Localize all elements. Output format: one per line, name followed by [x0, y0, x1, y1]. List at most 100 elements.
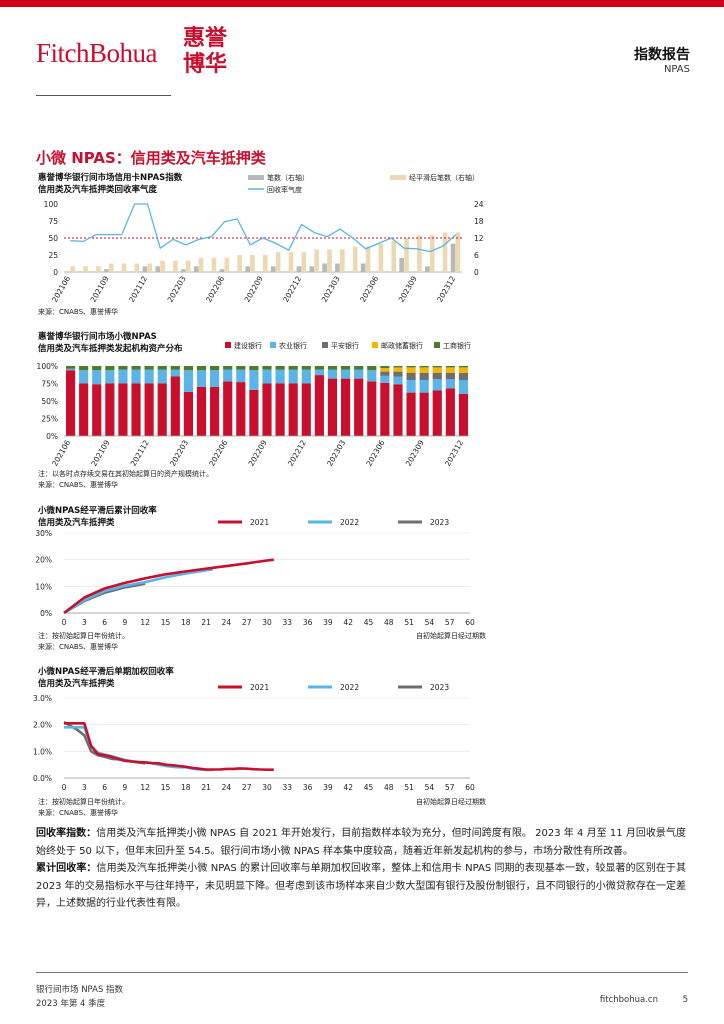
- chart2-bar-segment: [262, 369, 272, 384]
- chart4-x-tick: 24: [222, 783, 232, 792]
- chart4-x-tick: 21: [201, 783, 211, 792]
- chart2-bar-segment: [393, 384, 403, 436]
- chart4-x-tick: 54: [425, 783, 435, 792]
- chart4-y-tick: 0.0%: [33, 774, 52, 783]
- chart3-line-2022: [63, 568, 214, 615]
- chart2-bar-segment: [458, 366, 469, 368]
- chart1-bar-count: [322, 263, 327, 272]
- chart3-y-tick: 0%: [40, 609, 52, 618]
- chart3-title-line2: 信用类及汽车抵押类: [38, 518, 115, 528]
- chart3-x-tick: 42: [343, 618, 353, 627]
- chart2-bar-segment: [65, 368, 76, 371]
- chart4-x-tick: 36: [303, 783, 313, 792]
- chart3-legend-label-0: 2021: [250, 518, 269, 527]
- chart3-x-tick: 0: [62, 618, 67, 627]
- footer-quarter: 2023 年第 4 季度: [36, 999, 106, 1009]
- chart2-bar-segment: [432, 367, 442, 373]
- chart2-x-tick: 202303: [325, 438, 347, 467]
- chart2-title: 惠誉博华银行间市场小微NPAS 信用类及汽车抵押类发起机构资产分布: [38, 331, 183, 355]
- chart2-title-line2: 信用类及汽车抵押类发起机构资产分布: [38, 344, 183, 354]
- chart4-line-2021: [64, 721, 274, 771]
- chart3-x-tick: 54: [425, 618, 435, 627]
- chart4-legend-label-1: 2022: [340, 683, 359, 692]
- chart2-bar-segment: [157, 383, 167, 436]
- chart1-bar-count: [155, 266, 161, 272]
- chart2-bar-segment: [157, 366, 167, 370]
- chart2-bar-segment: [419, 380, 429, 393]
- footer-site-link[interactable]: fitchbohua.cn: [599, 995, 658, 1005]
- chart2-bar-segment: [105, 366, 115, 371]
- chart1-bar-smoothed: [83, 266, 88, 272]
- logo-chinese-line1: 惠誉: [183, 25, 228, 51]
- chart1-x-tick: 202106: [50, 274, 72, 303]
- chart3-x-tick: 18: [181, 618, 191, 627]
- chart3-x-tick: 51: [404, 618, 414, 627]
- chart4-svg: 2021 2022 20230.0%1.0%2.0%3.0%0 3 6 9 12 15 18 21…: [33, 683, 475, 792]
- chart1-x-tick: 202109: [89, 274, 111, 303]
- chart4-x-tick: 12: [140, 783, 150, 792]
- chart2-bar-segment: [196, 366, 207, 371]
- chart2-x-tick: 202206: [207, 438, 229, 467]
- chart2-bar-segment: [262, 383, 272, 436]
- chart2-bar-segment: [340, 369, 351, 379]
- chart2-bar-segment: [79, 366, 89, 371]
- paragraph-recovery-index: 回收率指数：信用类及汽车抵押类小微 NPAS 自 2021 年开始发行，目前指数…: [36, 825, 686, 860]
- chart2-bar-segment: [432, 373, 442, 380]
- chart2-x-tick: 202306: [364, 438, 386, 467]
- chart1-bar-smoothed: [455, 232, 461, 272]
- chart2-bar-segment: [196, 387, 207, 436]
- chart4-x-tick: 15: [161, 783, 171, 792]
- logo-divider: [36, 95, 171, 96]
- chart2-bar-segment: [340, 366, 351, 370]
- chart2-bar-segment: [210, 366, 220, 371]
- chart2-bar-segment: [393, 376, 403, 385]
- footer-page-number: 5: [682, 995, 688, 1005]
- chart1-bar-smoothed: [134, 263, 140, 272]
- chart2-bar-segment: [118, 366, 128, 370]
- chart1-bar-count: [142, 266, 148, 272]
- chart1-bar-count: [425, 266, 430, 272]
- chart1-bar-smoothed: [237, 255, 242, 272]
- chart1-bar-smoothed: [365, 246, 371, 272]
- chart1-bar-count: [104, 269, 109, 272]
- chart2-bar-segment: [144, 369, 154, 384]
- chart1-bar-smoothed: [198, 257, 204, 272]
- chart2-bar-segment: [288, 366, 298, 370]
- chart2-bar-segment: [249, 370, 259, 390]
- chart4-legend-label-0: 2021: [250, 683, 269, 692]
- chart4-x-tick: 0: [62, 783, 67, 792]
- chart1-bar-smoothed: [391, 240, 397, 272]
- chart2-bar-segment: [183, 370, 194, 392]
- chart1-svg: 笔数（右轴） 经平滑后笔数（右轴） 回收率气度 0 25 50 75 100 0 6 12 18 24 2…: [44, 173, 484, 304]
- chart2-bar-segment: [249, 389, 259, 436]
- footer-divider: [36, 972, 688, 973]
- chart4-x-tick: 9: [123, 783, 128, 792]
- chart2-bar-segment: [432, 366, 442, 368]
- chart1-bar-smoothed: [404, 238, 409, 272]
- chart1-x-tick: 202209: [243, 274, 265, 303]
- chart1-bar-smoothed: [70, 266, 76, 272]
- chart1-bar-count: [360, 263, 366, 272]
- chart1-bar-smoothed: [263, 255, 268, 272]
- chart1-bar-smoothed: [224, 257, 230, 272]
- chart1-bar-smoothed: [173, 260, 178, 272]
- chart3-x-tick: 30: [262, 618, 272, 627]
- chart2-x-tick: 202309: [404, 438, 426, 467]
- chart1-x-tick: 202206: [204, 274, 226, 303]
- chart2-bar-segment: [262, 366, 272, 370]
- chart2-bar-segment: [79, 370, 89, 384]
- chart2-bar-segment: [406, 366, 416, 368]
- chart1-bar-smoothed: [352, 246, 358, 272]
- chart1-legend-swatch-1: [390, 175, 406, 180]
- chart2-bar-segment: [118, 369, 128, 384]
- chart2-bar-segment: [301, 369, 311, 384]
- chart4-note: 注：按初始起算日年份统计。: [38, 798, 129, 806]
- paragraph-recovery-index-text: 信用类及汽车抵押类小微 NPAS 自 2021 年开始发行，目前指数样本较为充分…: [36, 828, 686, 857]
- chart2-bar-segment: [131, 369, 141, 384]
- chart4-x-tick: 42: [343, 783, 353, 792]
- chart2-x-tick: 202203: [168, 438, 190, 467]
- chart1-legend-label-1: 经平滑后笔数（右轴）: [409, 173, 479, 182]
- logo-chinese: 惠誉 博华: [183, 25, 245, 77]
- chart2-bar-segment: [380, 382, 390, 436]
- chart2-bar-segment: [327, 378, 338, 436]
